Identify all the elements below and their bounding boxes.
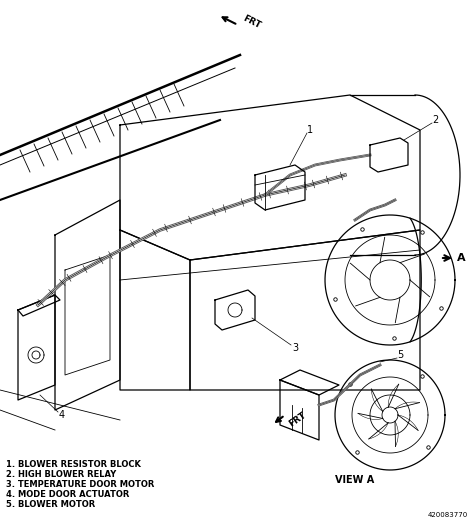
Text: 1: 1 [307,125,313,135]
Text: 3: 3 [292,343,298,353]
Text: 4: 4 [59,410,65,420]
Text: 5. BLOWER MOTOR: 5. BLOWER MOTOR [6,500,95,509]
Text: 420083770: 420083770 [428,512,468,518]
Text: 3. TEMPERATURE DOOR MOTOR: 3. TEMPERATURE DOOR MOTOR [6,480,155,489]
Text: 5: 5 [397,350,403,360]
Text: FRT: FRT [241,14,262,30]
Text: 2. HIGH BLOWER RELAY: 2. HIGH BLOWER RELAY [6,470,116,479]
Text: A: A [457,253,465,263]
Text: 2: 2 [432,115,438,125]
Text: FRT: FRT [287,411,308,429]
Text: 4. MODE DOOR ACTUATOR: 4. MODE DOOR ACTUATOR [6,490,129,499]
Text: 1. BLOWER RESISTOR BLOCK: 1. BLOWER RESISTOR BLOCK [6,460,141,469]
Text: VIEW A: VIEW A [336,475,374,485]
